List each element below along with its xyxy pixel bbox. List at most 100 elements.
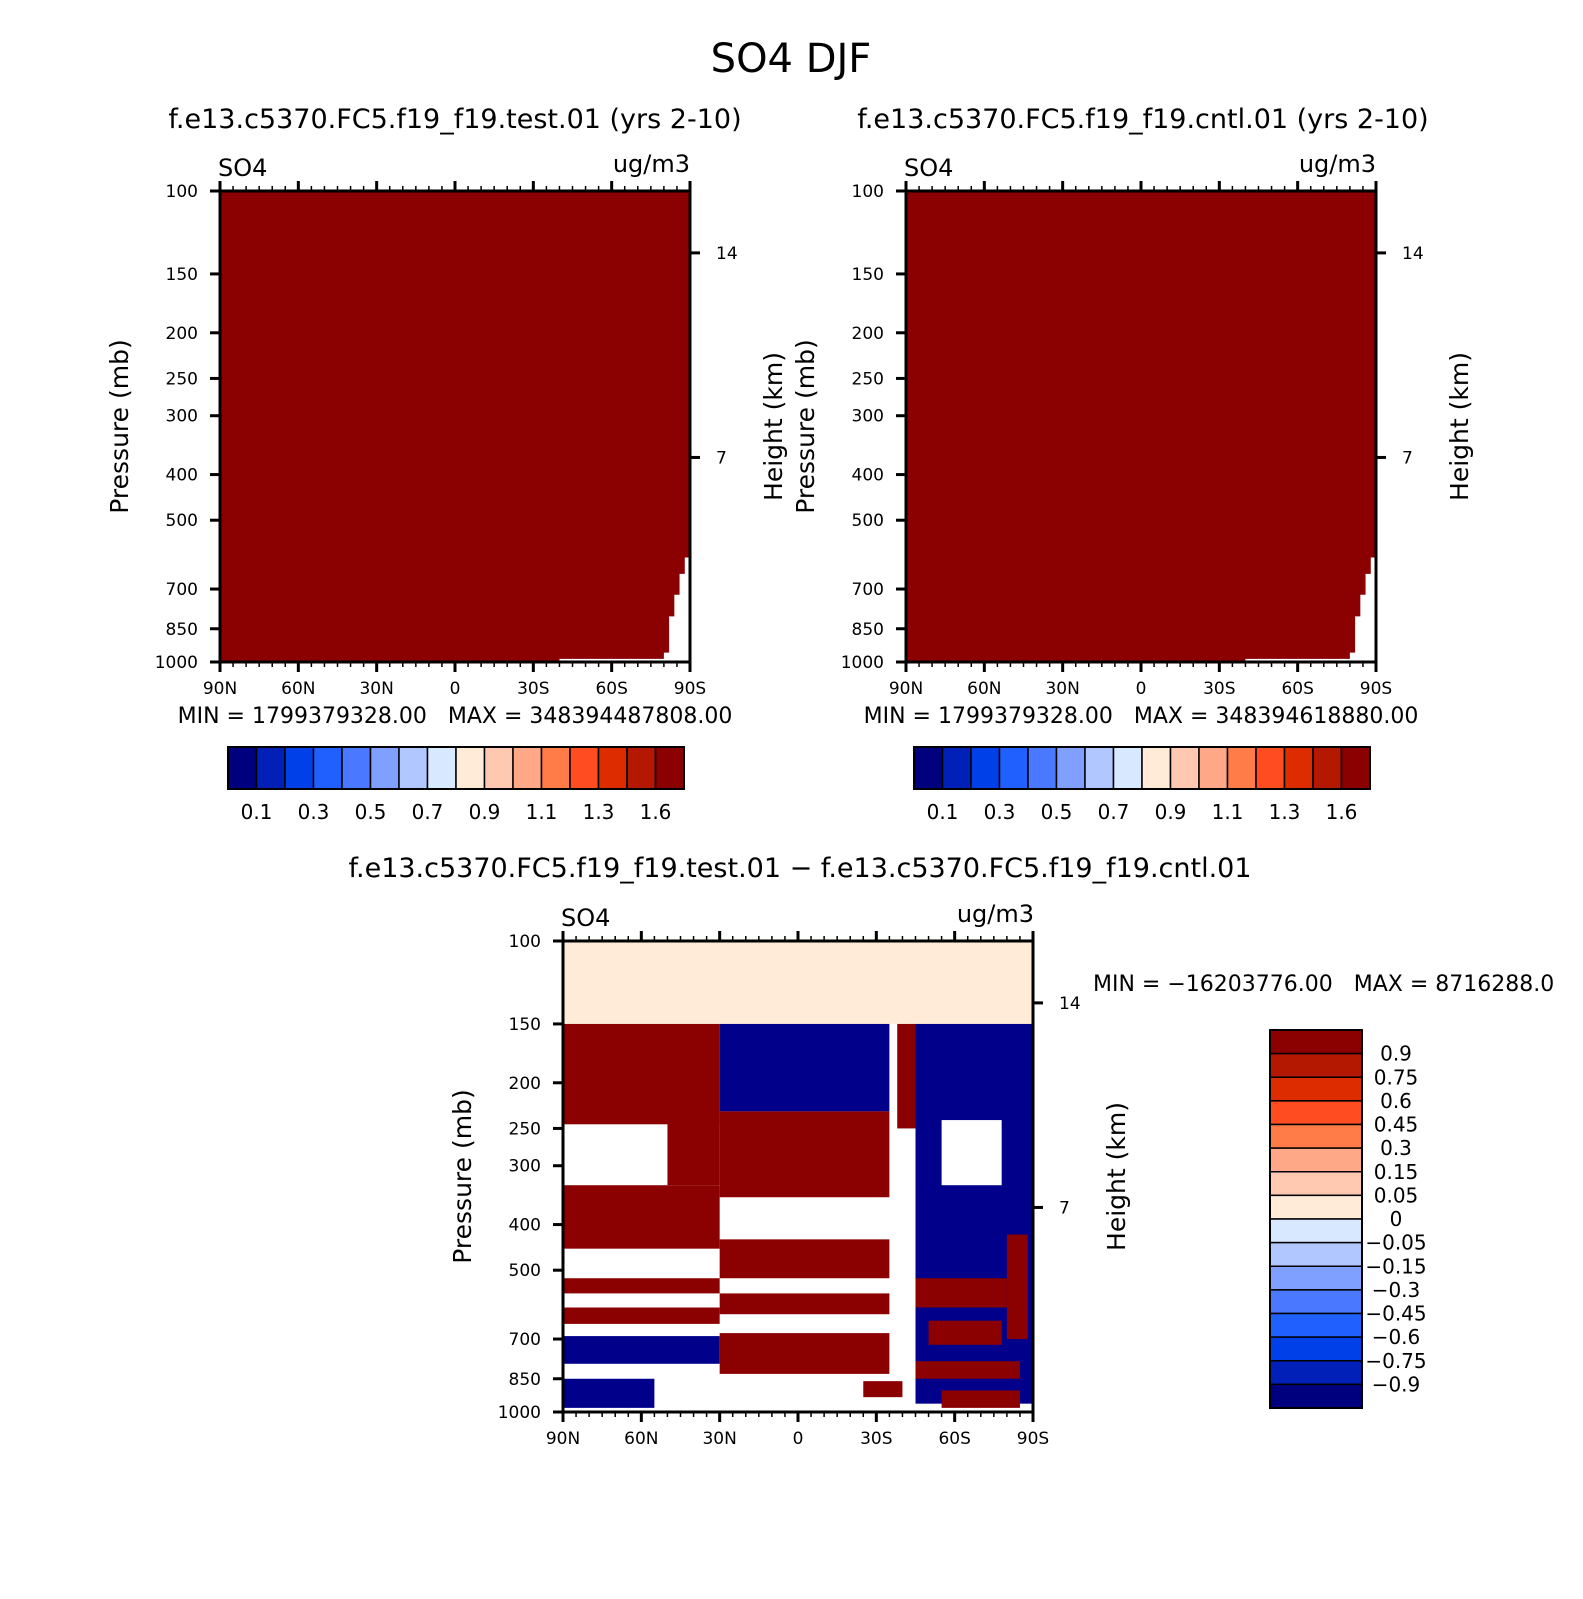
colorbar-box (1269, 1360, 1363, 1386)
y-tick-label: 300 (852, 407, 884, 427)
colorbar-label: 0.5 (1041, 800, 1073, 824)
x-tick-label: 90N (889, 679, 923, 699)
colorbar-label: −0.05 (1365, 1231, 1426, 1255)
positive-region (719, 1293, 890, 1315)
colorbar-frame (1269, 1029, 1363, 1409)
colorbar-box (1269, 1147, 1363, 1173)
colorbar-label: 0.15 (1374, 1160, 1419, 1184)
x-tick-label: 60N (967, 679, 1001, 699)
colorbar-box (1283, 746, 1314, 790)
colorbar-label: 1.1 (526, 800, 558, 824)
panel-diff-units: ug/m3 (957, 900, 1034, 928)
colorbar-label: 1.1 (1212, 800, 1244, 824)
y-axis-label: Pressure (mb) (105, 339, 134, 513)
positive-region (563, 1185, 720, 1249)
x-tick-label: 60S (938, 1429, 970, 1449)
plot-fill (220, 191, 690, 662)
colorbar-box (1269, 1312, 1363, 1338)
y-tick-label: 850 (166, 620, 198, 640)
colorbar-label: −0.3 (1372, 1278, 1421, 1302)
panel-diff-variable: SO4 (561, 904, 610, 932)
y-right-tick-label: 7 (1059, 1198, 1070, 1218)
colorbar-label: 0 (1390, 1207, 1403, 1231)
panel-test-variable: SO4 (218, 154, 267, 182)
colorbar-box (1269, 1052, 1363, 1078)
colorbar-label: 0.7 (1098, 800, 1130, 824)
x-tick-label: 90N (546, 1429, 580, 1449)
panel-cntl-units: ug/m3 (1299, 150, 1376, 178)
colorbar-label: 0.5 (355, 800, 387, 824)
field-fill (220, 191, 690, 662)
y-tick-label: 250 (509, 1119, 541, 1139)
x-tick-label: 30N (359, 679, 393, 699)
panel-cntl: f.e13.c5370.FC5.f19_f19.cntl.01 (yrs 2-1… (791, 104, 1474, 824)
colorbar-frame (227, 746, 685, 790)
colorbar-box (1226, 746, 1257, 790)
y-tick-label: 250 (852, 369, 884, 389)
panel-cntl-min-max: MIN = 1799379328.00 MAX = 348394618880.0… (864, 704, 1419, 729)
y-tick-label: 1000 (498, 1403, 541, 1423)
colorbar-box (1055, 746, 1086, 790)
colorbar-label: 0.1 (927, 800, 959, 824)
colorbar-label: −0.9 (1372, 1372, 1421, 1396)
y-axis-label: Pressure (mb) (448, 1089, 477, 1263)
y-tick-label: 1000 (155, 653, 198, 673)
y-tick-label: 500 (509, 1261, 541, 1281)
colorbar-box (369, 746, 400, 790)
panel-test-title: f.e13.c5370.FC5.f19_f19.test.01 (yrs 2-1… (168, 104, 741, 135)
colorbar-box (1169, 746, 1200, 790)
positive-region (928, 1320, 1002, 1345)
y-tick-label: 1000 (841, 653, 884, 673)
colorbar-box (1269, 1100, 1363, 1126)
zero-region (941, 1120, 1002, 1186)
colorbar-box (998, 746, 1029, 790)
y-tick-label: 400 (166, 466, 198, 486)
x-tick-label: 0 (1136, 679, 1147, 699)
colorbar-label: 1.6 (1326, 800, 1358, 824)
colorbar-label: 0.9 (1380, 1042, 1412, 1066)
y-tick-label: 700 (509, 1330, 541, 1350)
y-right-tick-label: 14 (1059, 994, 1081, 1014)
colorbar-box (227, 746, 258, 790)
colorbar-label: 0.6 (1380, 1089, 1412, 1113)
colorbar-frame (913, 746, 1371, 790)
colorbar-box (1084, 746, 1115, 790)
colorbar-label: 0.3 (1380, 1136, 1412, 1160)
negative-region (915, 1023, 1033, 1404)
colorbar-label: 1.6 (640, 800, 672, 824)
colorbar-label: 0.1 (241, 800, 273, 824)
colorbar-box (1269, 1383, 1363, 1409)
y-right-tick-label: 7 (1402, 448, 1413, 468)
missing-data-region (1245, 557, 1376, 662)
y-axis-label: Pressure (mb) (791, 339, 820, 513)
colorbar-box (1269, 1123, 1363, 1149)
colorbar-label: 0.45 (1374, 1113, 1419, 1137)
colorbar-box (569, 746, 600, 790)
negative-region (563, 1378, 655, 1408)
colorbar-box (1269, 1336, 1363, 1362)
y-right-tick-label: 14 (716, 244, 738, 264)
colorbar-box (398, 746, 429, 790)
colorbar-label: −0.45 (1365, 1302, 1426, 1326)
colorbar-label: −0.15 (1365, 1254, 1426, 1278)
panel-cntl-colorbar: 0.1 0.3 0.5 0.7 0.9 1.1 1.3 1.6 (913, 746, 1371, 824)
colorbar-box (970, 746, 1001, 790)
y-right-tick-label: 14 (1402, 244, 1424, 264)
panel-test: f.e13.c5370.FC5.f19_f19.test.01 (yrs 2-1… (105, 104, 788, 824)
colorbar-box (312, 746, 343, 790)
y-tick-label: 200 (852, 324, 884, 344)
missing-data-region (559, 557, 690, 662)
colorbar-box (455, 746, 486, 790)
colorbar-box (341, 746, 372, 790)
colorbar-label: 0.3 (984, 800, 1016, 824)
y-tick-label: 150 (509, 1015, 541, 1035)
colorbar-box (1269, 1171, 1363, 1197)
plot-fill (563, 941, 1033, 1408)
colorbar-box (913, 746, 944, 790)
panel-diff-plot: 90N 60N 30N 0 30S 60S 90S 100 150 200 250 300 400 500… (448, 931, 1131, 1449)
colorbar-box (1198, 746, 1229, 790)
y-tick-label: 500 (852, 511, 884, 531)
colorbar-label: 0.75 (1374, 1065, 1419, 1089)
colorbar-box (1269, 1265, 1363, 1291)
